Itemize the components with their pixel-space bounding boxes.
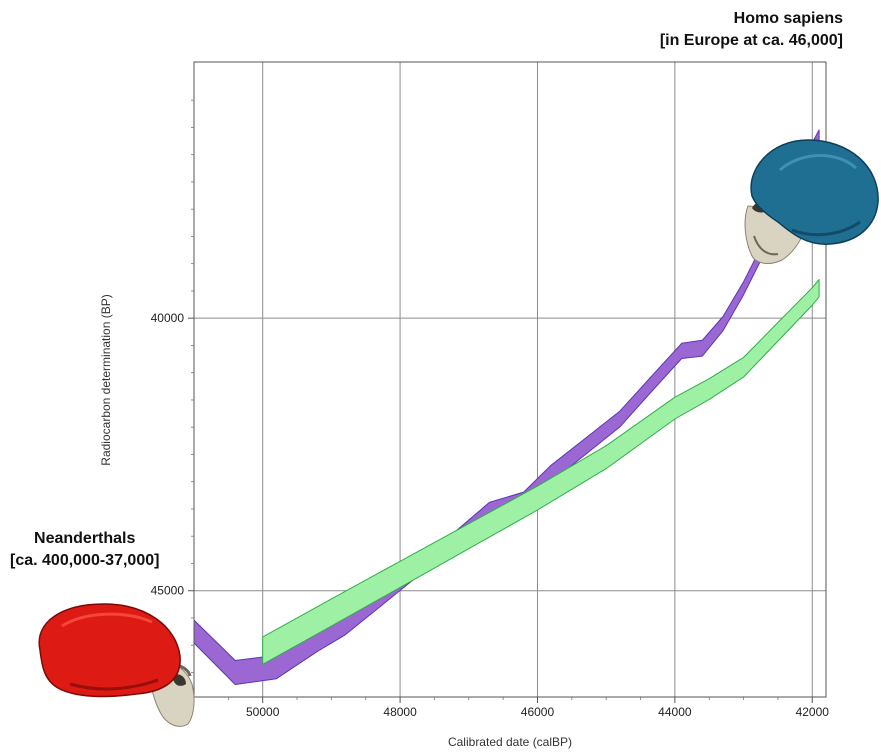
x-tick-label: 44000 (658, 705, 692, 719)
x-tick-label: 50000 (246, 705, 280, 719)
neanderthal-cranium-highlight (61, 612, 153, 628)
tick-layer: 50000 48000 46000 44000 42000 40000 45000 (151, 99, 830, 719)
neanderthal-cranium-shadow (69, 678, 159, 691)
sapiens-cranium-highlight (778, 154, 858, 172)
neanderthals-date-note: [ca. 400,000-37,000] (10, 552, 160, 569)
x-tick-label: 46000 (521, 705, 555, 719)
homo-sapiens-date-note: [in Europe at ca. 46,000] (659, 32, 843, 49)
y-tick-label: 45000 (151, 584, 185, 598)
sapiens-jaw (753, 235, 779, 256)
y-axis-title: Radiocarbon determination (BP) (99, 294, 113, 465)
x-tick-label: 48000 (383, 705, 417, 719)
homo-sapiens-annotation: Homo sapiens [in Europe at ca. 46,000] (660, 8, 843, 52)
calibration-bands (193, 129, 820, 685)
sapiens-cranium-shadow (791, 220, 861, 237)
neanderthals-label: Neanderthals (34, 530, 136, 547)
x-tick-label: 42000 (796, 705, 830, 719)
homo-sapiens-label: Homo sapiens (733, 10, 843, 27)
neanderthal-cranium (38, 603, 181, 698)
neanderthals-annotation: Neanderthals [ca. 400,000-37,000] (10, 528, 159, 572)
x-axis-title: Calibrated date (calBP) (448, 735, 572, 749)
plot-frame (193, 61, 827, 698)
calibration-band-2 (262, 279, 820, 665)
homo-sapiens-skull-illustration (744, 139, 879, 264)
calibration-band-1 (193, 129, 820, 685)
neanderthal-skull-illustration (38, 603, 195, 727)
y-tick-label: 40000 (151, 311, 185, 325)
